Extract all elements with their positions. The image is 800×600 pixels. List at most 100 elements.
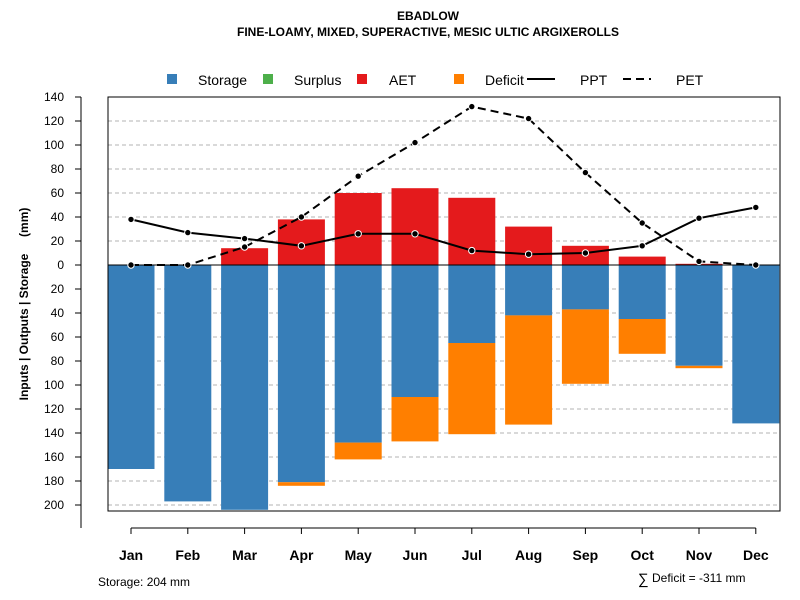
bars [107,188,780,510]
x-tick-label: Jul [462,547,482,563]
legend-label: Surplus [294,72,341,88]
gridlines [108,96,780,506]
pet-point [297,213,306,221]
ppt-point [297,242,306,250]
footer-sigma-symbol: ∑ [638,571,649,588]
chart-title: EBADLOW [397,9,460,23]
bar-deficit [448,343,496,435]
bar-storage [277,265,325,483]
y-tick-label: 80 [51,354,65,368]
ppt-point [354,230,362,238]
bar-storage [164,265,212,502]
y-tick-label: 180 [44,474,64,488]
y-tick-label: 0 [57,258,64,272]
pet-point [354,172,362,180]
bar-storage [107,265,155,469]
ppt-point [184,228,192,237]
bar-deficit [675,365,723,369]
x-tick-label: Apr [289,547,314,563]
pet-point [695,257,703,266]
x-tick-label: Mar [232,547,257,563]
x-tick-label: Jan [119,547,143,563]
y-tick-label: 100 [44,378,64,392]
bar-storage [505,265,553,316]
y-tick-label: 20 [51,234,65,248]
ppt-point [127,215,135,224]
bar-deficit [277,482,325,486]
pet-point [468,102,476,111]
bar-deficit [618,319,666,354]
legend-label: Storage [198,72,247,88]
bar-aet [391,188,439,265]
ppt-point [411,230,419,238]
pet-point [240,243,249,251]
ppt-point [524,250,533,258]
x-axis: Jan Feb Mar Apr May Jun Jul Aug Sep Oct Nov Dec [119,527,769,563]
y-tick-label: 200 [44,498,64,512]
y-tick-label: 60 [51,186,65,200]
pet-point [127,261,135,269]
bar-deficit [505,315,553,425]
pet-point [752,261,760,269]
y-tick-label: 40 [51,210,65,224]
plot-frame [107,96,781,512]
legend-swatch [263,74,273,84]
legend: Storage Surplus AET Deficit PPT PET [167,72,704,88]
pet-line [131,105,756,266]
pet-point [638,219,646,227]
footer-deficit: Deficit = -311 mm [652,571,745,585]
legend-label: PPT [580,72,608,88]
y-tick-label: 140 [44,90,64,104]
ppt-point [695,214,703,222]
bar-storage [391,265,439,397]
x-tick-label: May [345,547,372,563]
pet-point [524,114,533,123]
legend-swatch [167,74,177,84]
bar-aet [618,256,666,265]
bar-storage [732,265,780,424]
x-tick-label: Jun [403,547,428,563]
x-tick-label: Dec [743,547,769,563]
legend-swatch [454,74,464,84]
bar-storage [675,265,723,366]
bar-aet [505,226,553,265]
legend-label: Deficit [485,72,524,88]
legend-label: PET [676,72,704,88]
x-tick-label: Feb [175,547,200,563]
y-tick-label: 120 [44,402,64,416]
y-axis: 1401201008060402002040608010012014016018… [44,90,81,512]
pet-point [411,138,419,147]
pet-point [184,261,192,269]
bar-deficit [561,309,609,384]
pet-point [581,168,590,177]
bar-storage [618,265,666,319]
ppt-point [468,246,476,255]
y-tick-label: 20 [51,282,65,296]
footer-storage: Storage: 204 mm [98,575,190,589]
y-tick-label: 160 [44,450,64,464]
bar-storage [221,265,269,510]
chart-subtitle: FINE-LOAMY, MIXED, SUPERACTIVE, MESIC UL… [237,25,619,39]
ppt-line [130,206,756,256]
y-tick-label: 60 [51,330,65,344]
y-tick-label: 120 [44,114,64,128]
bar-storage [334,265,382,443]
x-tick-label: Nov [686,547,713,563]
x-tick-label: Sep [573,547,599,563]
line-series [127,102,760,269]
y-tick-label: 80 [51,162,65,176]
ppt-point [581,249,590,257]
bar-storage [448,265,496,343]
x-tick-label: Aug [515,547,542,563]
ppt-point [240,234,249,243]
bar-aet [334,193,382,265]
x-tick-label: Oct [631,547,655,563]
y-axis-label: Inputs | Outputs | Storage (mm) [17,208,31,401]
bar-deficit [334,442,382,460]
ppt-point [752,203,760,212]
bar-deficit [391,397,439,442]
bar-aet [448,197,496,265]
ppt-point [638,242,646,250]
bar-storage [561,265,609,310]
y-tick-label: 100 [44,138,64,152]
